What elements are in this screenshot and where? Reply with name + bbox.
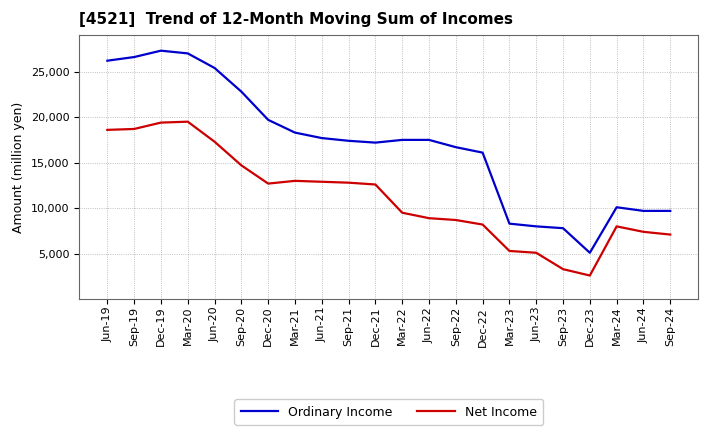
Text: [4521]  Trend of 12-Month Moving Sum of Incomes: [4521] Trend of 12-Month Moving Sum of I… (79, 12, 513, 27)
Net Income (291, 178, 300, 183)
Net Income (639, 229, 648, 235)
Ordinary Income (451, 144, 460, 150)
Ordinary Income (157, 48, 166, 53)
Net Income (559, 267, 567, 272)
Net Income (318, 179, 326, 184)
Ordinary Income (371, 140, 379, 145)
Net Income (585, 273, 594, 278)
Ordinary Income (505, 221, 514, 226)
Ordinary Income (184, 51, 192, 56)
Net Income (264, 181, 272, 186)
Ordinary Income (612, 205, 621, 210)
Net Income (666, 232, 675, 237)
Ordinary Income (398, 137, 407, 143)
Ordinary Income (210, 65, 219, 70)
Net Income (184, 119, 192, 125)
Ordinary Income (103, 58, 112, 63)
Legend: Ordinary Income, Net Income: Ordinary Income, Net Income (235, 400, 543, 425)
Net Income (451, 217, 460, 223)
Y-axis label: Amount (million yen): Amount (million yen) (12, 102, 25, 233)
Net Income (612, 224, 621, 229)
Net Income (371, 182, 379, 187)
Ordinary Income (585, 250, 594, 255)
Net Income (505, 248, 514, 253)
Ordinary Income (264, 117, 272, 122)
Ordinary Income (130, 55, 138, 60)
Line: Net Income: Net Income (107, 122, 670, 275)
Line: Ordinary Income: Ordinary Income (107, 51, 670, 253)
Net Income (532, 250, 541, 255)
Ordinary Income (237, 89, 246, 94)
Net Income (130, 126, 138, 132)
Net Income (237, 163, 246, 168)
Ordinary Income (478, 150, 487, 155)
Net Income (478, 222, 487, 227)
Ordinary Income (532, 224, 541, 229)
Ordinary Income (291, 130, 300, 135)
Net Income (157, 120, 166, 125)
Net Income (210, 139, 219, 144)
Ordinary Income (344, 138, 353, 143)
Net Income (103, 127, 112, 132)
Ordinary Income (318, 136, 326, 141)
Net Income (344, 180, 353, 185)
Ordinary Income (666, 208, 675, 213)
Ordinary Income (559, 226, 567, 231)
Net Income (398, 210, 407, 215)
Ordinary Income (639, 208, 648, 213)
Ordinary Income (425, 137, 433, 143)
Net Income (425, 216, 433, 221)
